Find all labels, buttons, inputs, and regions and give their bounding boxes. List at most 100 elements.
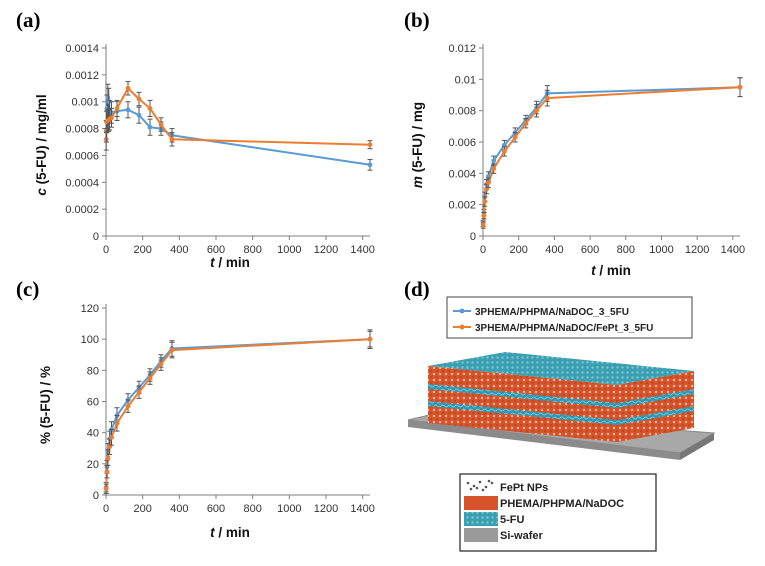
- data-point-b-2: [481, 213, 487, 219]
- panel-label-a: (a): [16, 8, 41, 32]
- x-tick-label-a: 1400: [350, 244, 374, 256]
- data-point-c-2: [105, 455, 111, 460]
- chart-c: (c) t / min % (5-FU) / % 0 20 40 60 80 100 120…: [16, 277, 375, 540]
- x-axis-label-a: t / min: [210, 255, 250, 270]
- y-axis-label-a: c (5-FU) / mg/ml: [34, 94, 49, 195]
- legend-marker-series-a: [459, 308, 465, 314]
- panel-label-c: (c): [16, 277, 39, 301]
- x-axis-label-b: t / min: [591, 263, 631, 278]
- series-line-c-1: [105, 338, 371, 488]
- x-tick-label-c: 1400: [350, 503, 374, 515]
- data-point-a-2: [136, 96, 142, 102]
- film-side-face: [617, 371, 694, 442]
- x-tick-label-b: 600: [581, 244, 599, 256]
- x-tick-label-b: 800: [617, 244, 635, 256]
- data-point-a-2: [109, 115, 114, 121]
- key-label-fept: FePt NPs: [500, 482, 548, 494]
- film-top-surface: [428, 352, 694, 385]
- series-line-a-1: [105, 97, 371, 166]
- y-tick-label-a: 0.0004: [65, 177, 99, 189]
- x-tick-label-c: 0: [103, 503, 109, 515]
- x-tick-label-c: 1200: [314, 503, 338, 515]
- y-tick-label-a: 0.0014: [65, 43, 99, 55]
- data-point-a-2: [147, 106, 153, 111]
- data-point-c-2: [104, 469, 110, 475]
- polymer-swatch: [464, 496, 498, 510]
- x-tick-label-c: 200: [133, 503, 151, 515]
- data-point-a-2: [367, 142, 373, 148]
- y-axis-label-b: m (5-FU) / mg: [410, 102, 425, 188]
- 5fu-swatch: [464, 512, 498, 526]
- y-tick-label-c: 100: [81, 334, 99, 346]
- film-5fu-side-2: [617, 406, 694, 425]
- fept-np-swatch: [466, 479, 494, 492]
- key-label-wafer: Si-wafer: [500, 530, 544, 542]
- y-tick-label-b: 0: [470, 231, 476, 243]
- x-tick-label-a: 200: [133, 244, 151, 256]
- x-tick-label-b: 1400: [721, 244, 745, 256]
- legend-label-series-a: 3PHEMA/PHPMA/NaDOC_3_5FU: [475, 307, 629, 318]
- film-5fu-layer-1: [428, 384, 617, 408]
- data-point-b-2: [544, 95, 550, 101]
- y-tick-label-c: 40: [87, 428, 99, 440]
- wafer-front: [408, 420, 680, 460]
- data-point-b-2: [491, 166, 497, 172]
- x-tick-label-c: 600: [207, 503, 225, 515]
- data-point-b-2: [512, 134, 518, 140]
- x-tick-label-a: 1000: [277, 244, 301, 256]
- x-axis-label-c: t / min: [210, 525, 250, 540]
- data-point-c-2: [147, 375, 153, 381]
- x-tick-label-a: 1200: [314, 244, 338, 256]
- y-tick-label-a: 0.0006: [65, 150, 99, 162]
- x-tick-label-a: 400: [170, 244, 188, 256]
- chart-a: (a) t / min c (5-FU) / mg/ml 0 0.0002 0.00…: [16, 8, 375, 270]
- film-5fu-side-1: [617, 389, 694, 408]
- data-point-b-2: [534, 108, 539, 114]
- legend-label-series-b: 3PHEMA/PHPMA/NaDOC/FePt_3_5FU: [475, 323, 653, 334]
- data-point-a-1: [125, 107, 131, 113]
- chart-b: (b) t / min m (5-FU) / mg 0 0.002 0.004 0.0…: [404, 8, 745, 278]
- panel-label-b: (b): [404, 8, 430, 32]
- y-tick-label-b: 0.012: [448, 43, 476, 55]
- film-front-face: [428, 366, 617, 442]
- y-tick-label-a: 0.0002: [65, 204, 99, 216]
- y-tick-label-a: 0.0012: [65, 70, 99, 82]
- x-tick-label-b: 1000: [649, 244, 673, 256]
- y-tick-label-c: 120: [81, 303, 99, 315]
- schematic-panel-d: (d) 3PHEMA/PHPMA/NaDOC_3_5FU 3PHEMA/PHPM…: [404, 277, 716, 552]
- data-point-a-2: [114, 106, 120, 111]
- film-5fu-layer-2: [428, 401, 617, 425]
- y-tick-label-b: 0.008: [448, 106, 476, 118]
- y-tick-label-c: 0: [93, 490, 99, 502]
- data-point-a-1: [136, 112, 142, 118]
- wafer-side: [680, 433, 714, 460]
- series-line-a-2: [105, 86, 371, 146]
- y-tick-label-c: 20: [87, 459, 99, 471]
- x-tick-label-b: 1200: [685, 244, 709, 256]
- series-line-b-1: [482, 86, 741, 224]
- data-point-a-2: [158, 122, 164, 127]
- data-point-b-2: [485, 180, 491, 186]
- data-point-b-1: [491, 158, 497, 164]
- y-tick-label-c: 80: [87, 365, 99, 377]
- panel-label-d: (d): [404, 277, 430, 301]
- data-point-c-2: [367, 336, 373, 342]
- data-point-a-1: [147, 124, 153, 130]
- x-tick-label-b: 0: [480, 244, 486, 256]
- legend-marker-series-b: [459, 324, 465, 330]
- wafer-swatch: [464, 528, 498, 542]
- data-point-c-2: [125, 403, 131, 409]
- x-tick-label-a: 600: [207, 244, 225, 256]
- y-tick-label-b: 0.01: [455, 74, 476, 86]
- x-tick-label-b: 400: [545, 244, 563, 256]
- y-tick-label-c: 60: [87, 397, 99, 409]
- data-point-c-2: [158, 361, 164, 367]
- y-tick-label-b: 0.006: [448, 137, 476, 149]
- key-label-5fu: 5-FU: [500, 514, 525, 526]
- data-point-c-2: [103, 486, 109, 492]
- data-point-b-2: [737, 84, 743, 90]
- data-point-b-2: [502, 149, 507, 154]
- data-point-a-2: [169, 136, 175, 142]
- y-tick-label-b: 0.002: [448, 200, 476, 212]
